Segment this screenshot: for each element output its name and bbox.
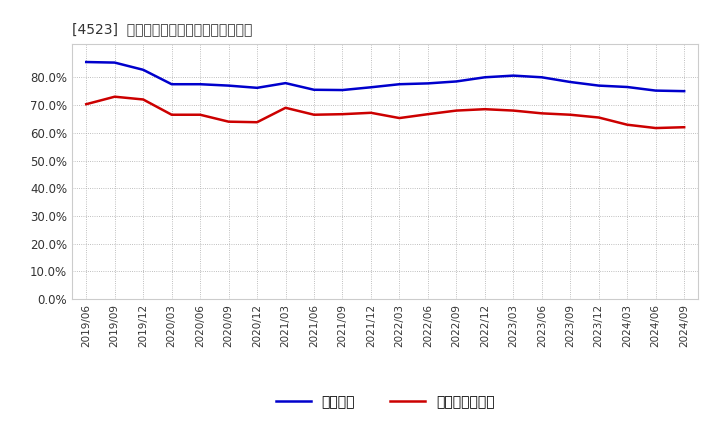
固定長期適合率 <box>338 111 347 117</box>
固定長期適合率 <box>253 120 261 125</box>
固定比率 <box>452 79 461 84</box>
固定比率 <box>680 88 688 94</box>
固定比率 <box>110 60 119 65</box>
固定長期適合率 <box>423 111 432 117</box>
固定比率 <box>282 81 290 86</box>
固定長期適合率 <box>509 108 518 113</box>
固定長期適合率 <box>82 102 91 107</box>
固定比率 <box>537 75 546 80</box>
固定比率 <box>310 87 318 92</box>
固定長期適合率 <box>537 111 546 116</box>
固定比率 <box>652 88 660 93</box>
固定長期適合率 <box>110 94 119 99</box>
固定比率 <box>196 81 204 87</box>
固定長期適合率 <box>282 105 290 110</box>
固定比率 <box>395 81 404 87</box>
固定比率 <box>423 81 432 86</box>
固定比率 <box>366 84 375 90</box>
固定長期適合率 <box>680 125 688 130</box>
固定比率 <box>566 79 575 84</box>
固定比率 <box>595 83 603 88</box>
固定比率 <box>167 81 176 87</box>
Text: [4523]  固定比率、固定長期適合率の推移: [4523] 固定比率、固定長期適合率の推移 <box>72 22 253 36</box>
Line: 固定比率: 固定比率 <box>86 62 684 91</box>
固定比率 <box>82 59 91 65</box>
Line: 固定長期適合率: 固定長期適合率 <box>86 97 684 128</box>
固定比率 <box>225 83 233 88</box>
固定長期適合率 <box>566 112 575 117</box>
固定長期適合率 <box>452 108 461 113</box>
固定長期適合率 <box>196 112 204 117</box>
固定長期適合率 <box>480 106 489 112</box>
固定比率 <box>338 88 347 93</box>
固定比率 <box>509 73 518 78</box>
固定長期適合率 <box>139 97 148 102</box>
固定長期適合率 <box>623 122 631 127</box>
Legend: 固定比率, 固定長期適合率: 固定比率, 固定長期適合率 <box>271 390 500 415</box>
固定長期適合率 <box>167 112 176 117</box>
固定長期適合率 <box>366 110 375 115</box>
固定比率 <box>480 75 489 80</box>
固定比率 <box>253 85 261 91</box>
固定長期適合率 <box>310 112 318 117</box>
固定長期適合率 <box>395 115 404 121</box>
固定長期適合率 <box>652 125 660 131</box>
固定比率 <box>623 84 631 90</box>
固定長期適合率 <box>595 115 603 120</box>
固定長期適合率 <box>225 119 233 125</box>
固定比率 <box>139 67 148 73</box>
